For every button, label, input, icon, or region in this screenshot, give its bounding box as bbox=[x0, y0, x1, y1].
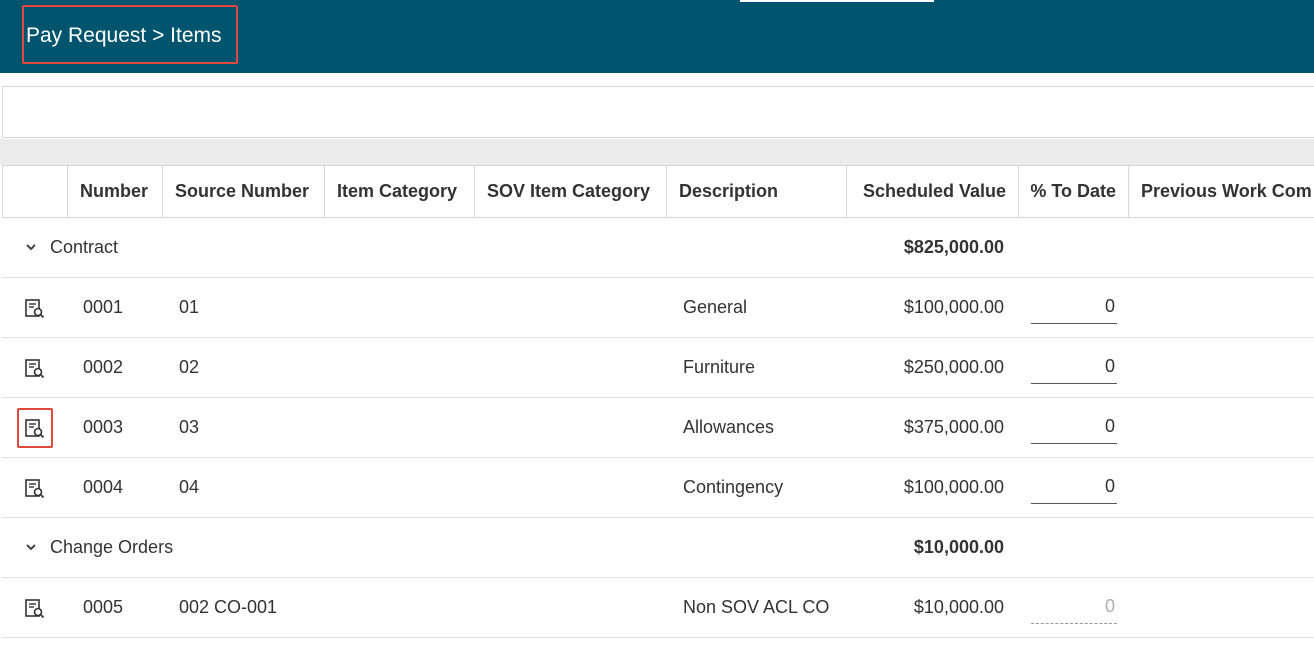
group-label: Change Orders bbox=[50, 537, 174, 557]
scheduled-value: $100,000.00 bbox=[903, 477, 1004, 497]
description: Contingency bbox=[683, 477, 784, 497]
view-details-icon[interactable] bbox=[24, 478, 46, 500]
table-row: 0005 002 CO-001 Non SOV ACL CO $10,000.0… bbox=[2, 578, 1314, 638]
column-header-previous-work-completed[interactable]: Previous Work Com bbox=[1141, 181, 1312, 201]
column-header-sov-item-category[interactable]: SOV Item Category bbox=[475, 166, 667, 217]
pct-to-date-input[interactable] bbox=[1031, 470, 1117, 504]
table-row: 0004 04 Contingency $100,000.00 bbox=[2, 458, 1314, 518]
table-row: 0001 01 General $100,000.00 bbox=[2, 278, 1314, 338]
description: Allowances bbox=[683, 417, 775, 437]
column-header-number[interactable]: Number bbox=[68, 166, 163, 217]
view-details-icon[interactable] bbox=[24, 418, 46, 440]
group-row-change-orders[interactable]: Change Orders $10,000.00 bbox=[2, 518, 1314, 578]
item-number: 0004 bbox=[83, 477, 124, 497]
description: General bbox=[683, 297, 748, 317]
breadcrumb[interactable]: Pay Request > Items bbox=[26, 24, 222, 47]
description: Furniture bbox=[683, 357, 756, 377]
toolbar-band bbox=[0, 139, 1314, 165]
column-header-scheduled-value[interactable]: Scheduled Value bbox=[847, 166, 1019, 217]
source-number: 002 CO-001 bbox=[179, 597, 278, 617]
source-number: 02 bbox=[179, 357, 200, 377]
view-details-icon[interactable] bbox=[24, 298, 46, 320]
source-number: 03 bbox=[179, 417, 200, 437]
column-header-source-number[interactable]: Source Number bbox=[163, 166, 325, 217]
icon-highlight bbox=[17, 408, 53, 448]
table-row: 0003 03 Allowances $375,000.00 bbox=[2, 398, 1314, 458]
breadcrumb-highlight bbox=[22, 5, 238, 64]
pct-to-date-input[interactable] bbox=[1031, 350, 1117, 384]
item-number: 0005 bbox=[83, 597, 124, 617]
column-header-description[interactable]: Description bbox=[667, 166, 847, 217]
filter-bar[interactable] bbox=[2, 86, 1314, 138]
view-details-icon[interactable] bbox=[24, 358, 46, 380]
group-label: Contract bbox=[50, 237, 119, 257]
column-header-pct-to-date[interactable]: % To Date bbox=[1019, 166, 1129, 217]
pct-to-date-input[interactable] bbox=[1031, 290, 1117, 324]
item-number: 0002 bbox=[83, 357, 124, 377]
page-header: Pay Request > Items bbox=[0, 0, 1314, 73]
scheduled-value: $10,000.00 bbox=[913, 597, 1004, 617]
chevron-down-icon[interactable] bbox=[24, 540, 38, 554]
item-number: 0003 bbox=[83, 417, 124, 437]
source-number: 04 bbox=[179, 477, 200, 497]
source-number: 01 bbox=[179, 297, 200, 317]
group-row-contract[interactable]: Contract $825,000.00 bbox=[2, 218, 1314, 278]
scheduled-value: $375,000.00 bbox=[903, 417, 1004, 437]
table-row: 0002 02 Furniture $250,000.00 bbox=[2, 338, 1314, 398]
description: Non SOV ACL CO bbox=[683, 597, 830, 617]
pct-to-date-input bbox=[1031, 590, 1117, 624]
item-number: 0001 bbox=[83, 297, 124, 317]
column-header-item-category[interactable]: Item Category bbox=[325, 166, 475, 217]
scheduled-value: $100,000.00 bbox=[903, 297, 1004, 317]
table-header: Number Source Number Item Category SOV I… bbox=[2, 165, 1314, 218]
pct-to-date-input[interactable] bbox=[1031, 410, 1117, 444]
group-total: $825,000.00 bbox=[903, 237, 1004, 257]
column-header-actions bbox=[3, 166, 68, 217]
group-total: $10,000.00 bbox=[913, 537, 1004, 557]
chevron-down-icon[interactable] bbox=[24, 240, 38, 254]
active-tab-indicator bbox=[740, 0, 934, 2]
view-details-icon[interactable] bbox=[24, 598, 46, 620]
scheduled-value: $250,000.00 bbox=[903, 357, 1004, 377]
